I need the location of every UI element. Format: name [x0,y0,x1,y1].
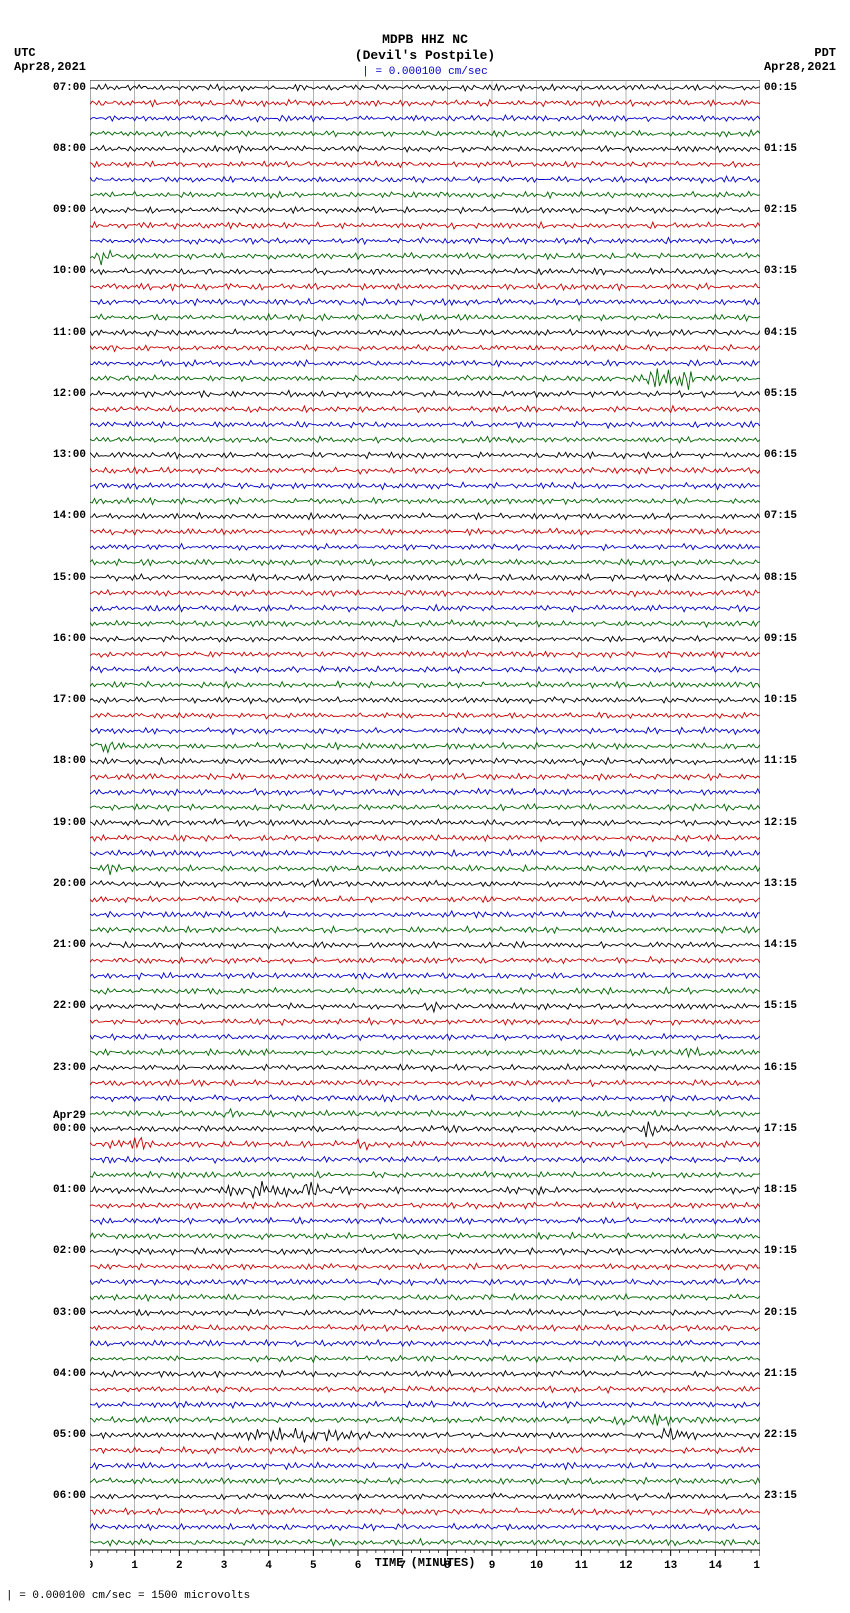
pdt-hour-label: 10:15 [764,694,797,706]
pdt-hour-label: 15:15 [764,1000,797,1012]
x-tick-label: 11 [575,1560,589,1572]
x-tick-label: 4 [265,1560,272,1572]
pdt-hour-label: 16:15 [764,1062,797,1074]
utc-hour-label: 08:00 [53,143,86,155]
pdt-hour-label: 18:15 [764,1184,797,1196]
utc-hour-label: 05:00 [53,1429,86,1441]
pdt-hour-label: 07:15 [764,510,797,522]
pdt-hour-label: 01:15 [764,143,797,155]
utc-hour-label: 14:00 [53,510,86,522]
pdt-hour-label: 13:15 [764,878,797,890]
utc-hour-label: 11:00 [53,327,86,339]
pdt-hour-label: 00:15 [764,82,797,94]
x-tick-label: 1 [131,1560,138,1572]
x-tick-label: 15 [753,1560,760,1572]
pdt-hour-label: 02:15 [764,204,797,216]
utc-hour-label: 13:00 [53,449,86,461]
utc-hour-label: 19:00 [53,817,86,829]
utc-label: UTC [14,46,36,60]
pdt-hour-label: 21:15 [764,1368,797,1380]
pdt-hour-label: 17:15 [764,1123,797,1135]
utc-time-axis: 07:00 08:00 09:00 10:00 11:00 12:00 13:00 14:00… [40,80,90,1550]
utc-hour-label: 06:00 [53,1490,86,1502]
utc-hour-label: 02:00 [53,1245,86,1257]
pdt-hour-label: 09:15 [764,633,797,645]
x-tick-label: 14 [709,1560,723,1572]
pdt-hour-label: 23:15 [764,1490,797,1502]
pdt-time-axis: 00:15 01:15 02:15 03:15 04:15 05:15 06:15 07:15… [760,80,810,1550]
pdt-hour-label: 08:15 [764,572,797,584]
utc-hour-label: 07:00 [53,82,86,94]
station-name: (Devil's Postpile) [355,48,495,63]
utc-day-break: Apr29 [53,1110,86,1122]
utc-hour-label: 04:00 [53,1368,86,1380]
station-code: MDPB HHZ NC [382,32,468,47]
utc-hour-label: 09:00 [53,204,86,216]
pdt-hour-label: 19:15 [764,1245,797,1257]
utc-hour-label: 15:00 [53,572,86,584]
utc-hour-label: 18:00 [53,755,86,767]
pdt-hour-label: 20:15 [764,1307,797,1319]
utc-date: Apr28,2021 [14,60,86,74]
x-tick-label: 0 [90,1560,93,1572]
x-tick-label: 2 [176,1560,183,1572]
utc-hour-label: 23:00 [53,1062,86,1074]
utc-hour-label: 17:00 [53,694,86,706]
x-tick-label: 12 [619,1560,632,1572]
seismogram-svg: 0123456789101112131415 [90,80,760,1580]
utc-hour-label: 00:00 [53,1123,86,1135]
pdt-hour-label: 12:15 [764,817,797,829]
pdt-hour-label: 04:15 [764,327,797,339]
x-tick-label: 5 [310,1560,317,1572]
x-tick-label: 10 [530,1560,543,1572]
scale-text: | = 0.000100 cm/sec [362,66,487,78]
utc-hour-label: 03:00 [53,1307,86,1319]
x-axis-label: TIME (MINUTES) [375,1556,476,1570]
utc-hour-label: 12:00 [53,388,86,400]
helicorder-plot: 07:00 08:00 09:00 10:00 11:00 12:00 13:00 14:00… [40,80,810,1550]
x-tick-label: 9 [489,1560,496,1572]
x-tick-label: 13 [664,1560,678,1572]
utc-hour-label: 20:00 [53,878,86,890]
pdt-hour-label: 05:15 [764,388,797,400]
pdt-hour-label: 22:15 [764,1429,797,1441]
utc-hour-label: 22:00 [53,1000,86,1012]
pdt-hour-label: 14:15 [764,939,797,951]
pdt-date: Apr28,2021 [764,60,836,74]
pdt-hour-label: 11:15 [764,755,797,767]
x-tick-label: 3 [221,1560,228,1572]
pdt-hour-label: 03:15 [764,265,797,277]
pdt-hour-label: 06:15 [764,449,797,461]
utc-hour-label: 01:00 [53,1184,86,1196]
utc-hour-label: 21:00 [53,939,86,951]
header: MDPB HHZ NC (Devil's Postpile) | = 0.000… [0,0,850,80]
utc-hour-label: 16:00 [53,633,86,645]
pdt-label: PDT [814,46,836,60]
footer-scale: | = 0.000100 cm/sec = 1500 microvolts [6,1590,850,1602]
x-tick-label: 6 [355,1560,362,1572]
utc-hour-label: 10:00 [53,265,86,277]
